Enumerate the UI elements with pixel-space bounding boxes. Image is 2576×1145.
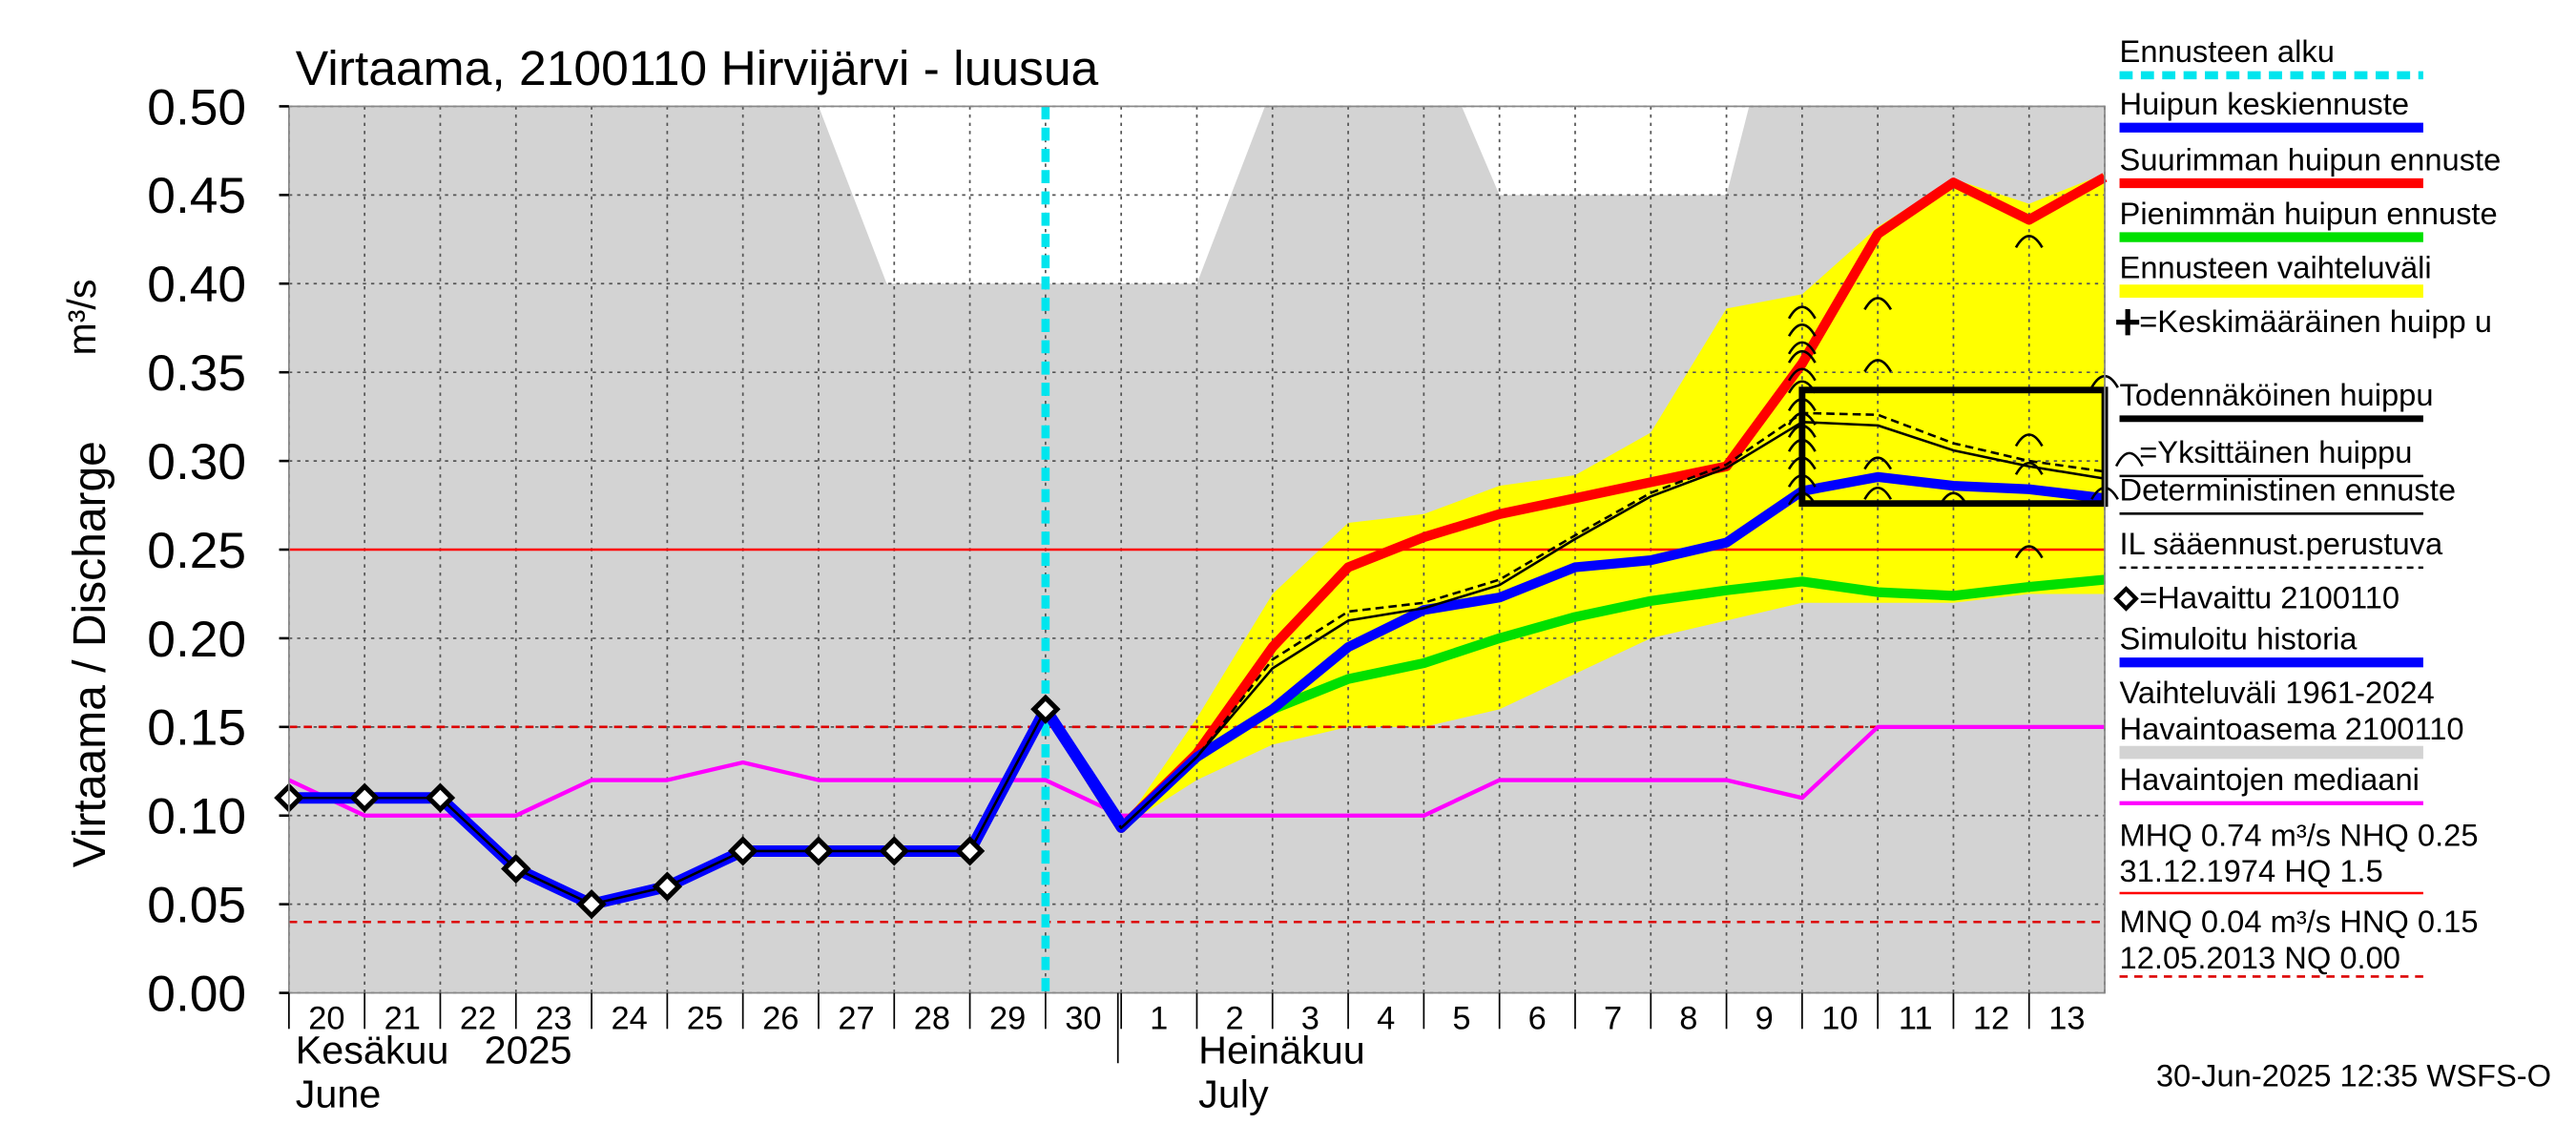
month-label-june-en: June: [296, 1072, 382, 1116]
single-peak-marker: [2014, 545, 2044, 559]
single-peak-marker: [2014, 235, 2044, 249]
x-tick-label: 7: [1604, 1000, 1622, 1036]
observed-point: [425, 782, 456, 813]
legend: Ennusteen alku Huipun keskiennuste Suurimm…: [2113, 33, 2502, 978]
observed-point: [879, 836, 909, 866]
x-tick-label: 3: [1301, 1000, 1319, 1036]
legend-label-band: Ennusteen vaihteluväli: [2120, 249, 2432, 284]
x-tick-label: 10: [1821, 1000, 1858, 1036]
legend-label-hq_stats: 31.12.1974 HQ 1.5: [2120, 853, 2383, 888]
x-tick-label: 20: [308, 1000, 344, 1036]
legend-label-history_range: Vaihteluväli 1961-2024: [2120, 675, 2435, 710]
observed-point: [1030, 694, 1061, 724]
legend-label-max_peak: Suurimman huipun ennuste: [2120, 141, 2502, 177]
single-peak-marker: [1787, 323, 1817, 337]
legend-marker-avg-peak: [2116, 309, 2140, 336]
x-tick-label: 25: [687, 1000, 723, 1036]
month-label-june-fi: Kesäkuu: [296, 1028, 449, 1072]
legend-label-il_forecast: IL sääennust.perustuva: [2120, 526, 2443, 561]
single-peak-marker: [1863, 486, 1893, 500]
single-peak-marker: [1863, 456, 1893, 470]
single-peak-marker: [1863, 359, 1893, 373]
x-tick-label: 24: [612, 1000, 648, 1036]
y-tick-label: 0.45: [147, 168, 246, 224]
observed-point: [954, 836, 986, 866]
x-tick-label: 23: [535, 1000, 571, 1036]
observed-point: [727, 836, 758, 866]
y-tick-label: 0.30: [147, 434, 246, 490]
month-label-july-en: July: [1198, 1072, 1269, 1116]
x-tick-label: 13: [2048, 1000, 2085, 1036]
x-tick-label: 29: [989, 1000, 1026, 1036]
x-tick-label: 9: [1755, 1000, 1774, 1036]
y-tick-label: 0.40: [147, 257, 246, 313]
legend-label-avg_peak: =Keskimääräinen huipp u: [2139, 303, 2492, 339]
y-tick-label: 0.35: [147, 345, 246, 402]
year-label: 2025: [485, 1028, 572, 1072]
legend-label-deterministic: Deterministinen ennuste: [2120, 472, 2456, 508]
legend-label-min_peak: Pienimmän huipun ennuste: [2120, 196, 2498, 231]
observed-point: [576, 889, 607, 920]
observed-point: [349, 782, 380, 813]
x-tick-label: 22: [460, 1000, 496, 1036]
series-line-il_forecast: [1044, 411, 2106, 830]
series-line-median: [287, 724, 2106, 818]
y-tick-label: 0.15: [147, 700, 246, 757]
legend-label-probable_peak: Todennäköinen huippu: [2120, 377, 2434, 412]
single-peak-marker: [2014, 461, 2044, 475]
single-peak-marker: [1787, 349, 1817, 364]
legend-label-median: Havaintojen mediaani: [2120, 761, 2420, 797]
timestamp: 30-Jun-2025 12:35 WSFS-O: [2156, 1057, 2551, 1093]
series-line-deterministic: [1044, 421, 2106, 830]
y-tick-label: 0.25: [147, 523, 246, 579]
y-axis-unit: m³/s: [60, 280, 104, 356]
legend-label-single_peak: =Yksittäinen huippu: [2139, 434, 2412, 469]
x-tick-label: 21: [384, 1000, 421, 1036]
x-tick-label: 4: [1377, 1000, 1395, 1036]
legend-label-forecast_start: Ennusteen alku: [2120, 33, 2335, 69]
legend-marker-observed: [2113, 586, 2139, 612]
x-tick-label: 26: [762, 1000, 799, 1036]
y-tick-label: 0.20: [147, 612, 246, 668]
x-tick-label: 30: [1065, 1000, 1101, 1036]
single-peak-marker: [1863, 297, 1893, 311]
legend-label-hq_stats: MHQ 0.74 m³/s NHQ 0.25: [2120, 817, 2479, 852]
single-peak-marker: [1787, 341, 1817, 355]
y-tick-label: 0.10: [147, 789, 246, 845]
single-peak-marker: [1787, 305, 1817, 320]
legend-label-simulated: Simuloitu historia: [2120, 621, 2358, 656]
series-line-max_peak: [1041, 173, 2108, 833]
y-axis-label: Virtaama / Discharge: [64, 441, 115, 867]
legend-label-nq_stats: MNQ 0.04 m³/s HNQ 0.15: [2120, 904, 2479, 939]
x-tick-label: 8: [1679, 1000, 1697, 1036]
observed-point: [501, 853, 531, 885]
single-peak-marker: [2014, 433, 2044, 448]
x-tick-label: 12: [1973, 1000, 2009, 1036]
series-group: [274, 106, 2108, 993]
x-tick-label: 27: [838, 1000, 874, 1036]
chart-title: Virtaama, 2100110 Hirvijärvi - luusua: [296, 40, 1099, 95]
legend-label-observed: =Havaittu 2100110: [2139, 580, 2399, 615]
legend-label-mean_peak: Huipun keskiennuste: [2120, 86, 2409, 121]
legend-label-history_range: Havaintoasema 2100110: [2120, 711, 2464, 746]
axes: 0.00 0.05 0.10 0.15 0.20 0.25 0.30 0.35 0.40 0.45…: [147, 79, 2106, 1064]
x-tick-label: 5: [1452, 1000, 1470, 1036]
series-line-mean_peak: [1041, 471, 2106, 833]
x-tick-label: 28: [914, 1000, 950, 1036]
x-tick-label: 2: [1225, 1000, 1243, 1036]
month-label-july-fi: Heinäkuu: [1198, 1028, 1364, 1072]
y-tick-label: 0.50: [147, 79, 246, 135]
y-tick-label: 0.05: [147, 878, 246, 934]
x-tick-label: 11: [1899, 1000, 1933, 1036]
y-tick-label: 0.00: [147, 967, 246, 1023]
x-tick-label: 1: [1150, 1000, 1168, 1036]
reference-lines: [288, 548, 2106, 924]
observed-point: [652, 871, 683, 902]
x-tick-label: 6: [1528, 1000, 1547, 1036]
legend-label-nq_stats: 12.05.2013 NQ 0.00: [2120, 940, 2400, 975]
observed-point: [803, 836, 834, 866]
single-peak-marker: [1787, 367, 1817, 382]
legend-marker-single-peak: [2114, 451, 2144, 468]
